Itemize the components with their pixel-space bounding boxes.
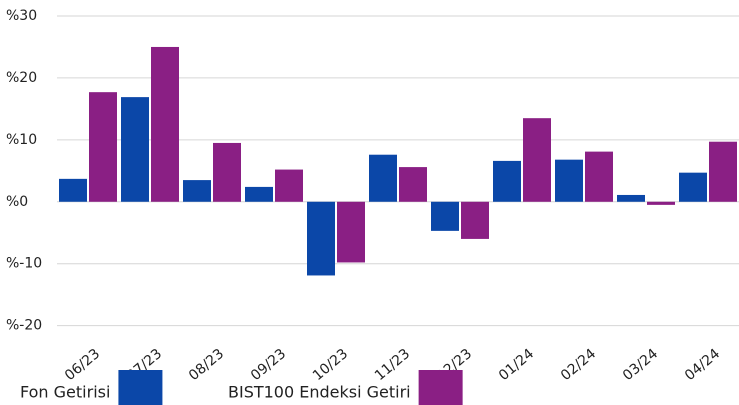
legend-label: Fon Getirisi: [20, 383, 110, 402]
bar: [59, 178, 87, 202]
bar: [151, 46, 179, 202]
x-tick-label: 10/23: [310, 346, 351, 384]
bar: [431, 201, 459, 231]
x-tick-label: 08/23: [186, 346, 227, 384]
x-tick-label: 02/24: [558, 346, 599, 384]
bar: [647, 201, 675, 205]
bar: [461, 201, 489, 239]
bar: [709, 141, 737, 202]
bar: [523, 118, 551, 202]
x-tick-label: 11/23: [372, 346, 413, 384]
y-tick-label: %10: [6, 132, 37, 148]
y-tick-label: %30: [6, 8, 37, 24]
bar: [369, 154, 397, 202]
bar: [399, 167, 427, 202]
x-tick-label: 01/24: [496, 346, 537, 384]
bar: [585, 151, 613, 202]
x-tick-label: 03/24: [620, 346, 661, 384]
bar: [245, 186, 273, 202]
y-tick-label: %0: [6, 194, 28, 210]
bar: [121, 97, 149, 202]
bar: [213, 142, 241, 202]
bar: [555, 159, 583, 202]
x-tick-label: 04/24: [682, 346, 723, 384]
legend-swatch: [418, 370, 463, 405]
bar: [275, 169, 303, 202]
y-tick-label: %20: [6, 70, 37, 86]
bar: [337, 201, 365, 263]
y-tick-label: %-10: [6, 256, 42, 272]
bar: [89, 92, 117, 202]
bar: [307, 201, 335, 276]
legend-swatch: [118, 370, 163, 405]
bar: [493, 160, 521, 202]
y-tick-label: %-20: [6, 318, 42, 334]
x-tick-label: 09/23: [248, 346, 289, 384]
bar: [679, 172, 707, 202]
bar: [183, 180, 211, 202]
legend-label: BIST100 Endeksi Getiri: [228, 383, 411, 402]
x-tick-label: 06/23: [62, 346, 103, 384]
bar: [617, 194, 645, 202]
